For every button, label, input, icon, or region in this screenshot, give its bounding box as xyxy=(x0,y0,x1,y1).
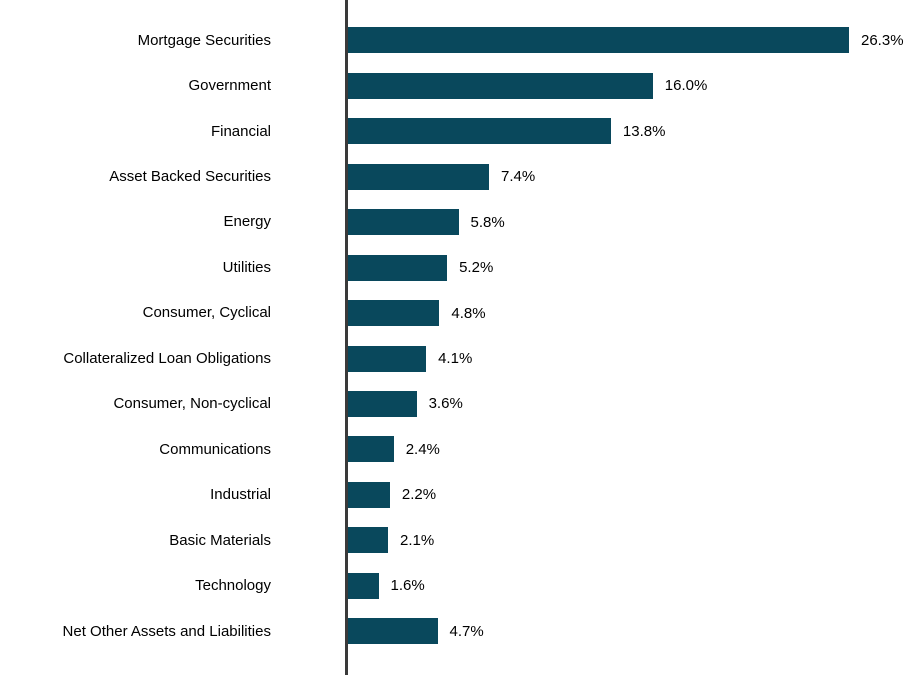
category-label: Asset Backed Securities xyxy=(109,168,271,186)
category-label: Energy xyxy=(223,213,271,231)
y-axis-line xyxy=(345,0,348,675)
value-label: 5.2% xyxy=(459,259,494,277)
bar xyxy=(348,118,611,145)
bar-row: Financial 13.8% xyxy=(0,108,910,153)
category-label: Financial xyxy=(210,122,271,140)
category-label: Communications xyxy=(159,440,271,458)
value-label: 7.4% xyxy=(501,168,536,186)
category-label: Consumer, Non-cyclical xyxy=(113,395,271,413)
bar xyxy=(348,345,427,372)
bar xyxy=(348,390,417,417)
bar-row: Communications 2.4% xyxy=(0,427,910,472)
bar xyxy=(348,527,388,554)
bar xyxy=(348,572,379,599)
category-label: Utilities xyxy=(222,258,271,276)
value-label: 2.2% xyxy=(401,486,437,504)
bar-row: Net Other Assets and Liabilities 4.7% xyxy=(0,609,910,654)
bar-row: Asset Backed Securities 7.4% xyxy=(0,154,910,199)
category-label: Government xyxy=(188,77,271,95)
category-label: Technology xyxy=(195,577,271,595)
value-label: 3.6% xyxy=(428,395,463,413)
value-label: 2.1% xyxy=(400,531,435,549)
category-label: Consumer, Cyclical xyxy=(142,304,271,322)
category-label: Basic Materials xyxy=(169,531,271,549)
category-label: Industrial xyxy=(210,486,271,504)
bar xyxy=(348,27,849,54)
value-label: 1.6% xyxy=(390,577,425,595)
bar-rows: Mortgage Securities 26.3% Government 16.… xyxy=(0,18,910,655)
bar xyxy=(348,300,440,327)
category-label: Net Other Assets and Liabilities xyxy=(62,622,271,640)
value-label: 4.1% xyxy=(438,350,473,368)
category-label: Mortgage Securities xyxy=(137,31,271,49)
value-label: 13.8% xyxy=(622,122,666,140)
bar xyxy=(348,254,448,281)
value-label: 26.3% xyxy=(861,31,904,49)
bar-row: Technology 1.6% xyxy=(0,563,910,608)
category-label: Collateralized Loan Obligations xyxy=(63,349,271,367)
value-label: 16.0% xyxy=(664,77,708,95)
bar xyxy=(348,481,390,508)
value-label: 5.8% xyxy=(470,213,505,231)
bar-row: Collateralized Loan Obligations 4.1% xyxy=(0,336,910,381)
value-label: 4.7% xyxy=(449,622,484,640)
value-label: 4.8% xyxy=(451,304,486,322)
bar-row: Government 16.0% xyxy=(0,63,910,108)
bar-row: Industrial 2.2% xyxy=(0,472,910,517)
value-label: 2.4% xyxy=(405,440,440,458)
bar-row: Energy 5.8% xyxy=(0,199,910,244)
bar-row: Basic Materials 2.1% xyxy=(0,518,910,563)
bar-row: Consumer, Non-cyclical 3.6% xyxy=(0,381,910,426)
bar xyxy=(348,618,438,645)
bar xyxy=(348,163,489,190)
bar xyxy=(348,72,653,99)
bar-row: Mortgage Securities 26.3% xyxy=(0,18,910,63)
bar xyxy=(348,209,459,236)
bar-row: Consumer, Cyclical 4.8% xyxy=(0,290,910,335)
bar-row: Utilities 5.2% xyxy=(0,245,910,290)
bar xyxy=(348,436,394,463)
